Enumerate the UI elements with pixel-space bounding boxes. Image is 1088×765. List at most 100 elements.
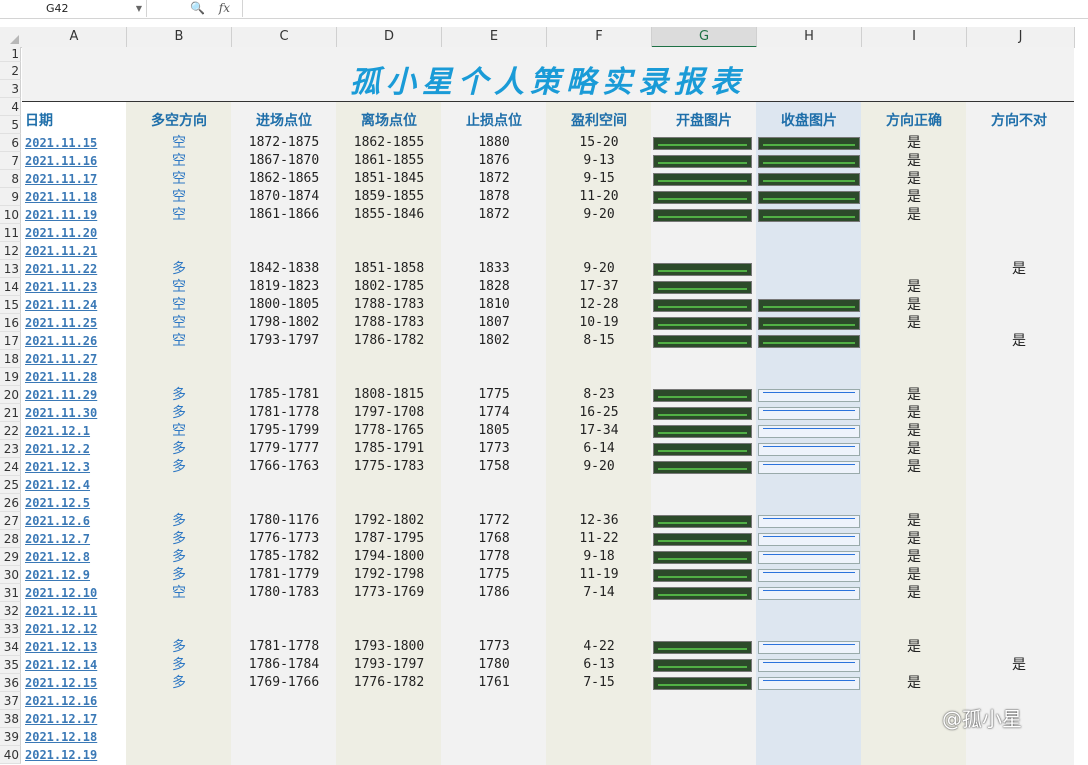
close-chart-image[interactable] (758, 569, 860, 582)
header-cell[interactable]: 止损点位 (466, 113, 522, 129)
date-cell[interactable]: 2021.11.17 (25, 172, 98, 186)
row-header-3[interactable]: 3 (0, 80, 21, 98)
open-chart-image[interactable] (653, 587, 752, 600)
function-icon[interactable]: fx (218, 1, 230, 15)
row-header-32[interactable]: 32 (0, 602, 21, 620)
open-chart-image[interactable] (653, 281, 752, 294)
column-header-f[interactable]: F (547, 27, 652, 48)
row-header-33[interactable]: 33 (0, 620, 21, 638)
open-chart-image[interactable] (653, 443, 752, 456)
open-chart-image[interactable] (653, 659, 752, 672)
column-header-i[interactable]: I (862, 27, 967, 48)
row-header-14[interactable]: 14 (0, 278, 21, 296)
date-cell[interactable]: 2021.12.1 (25, 424, 91, 438)
date-cell[interactable]: 2021.12.13 (25, 640, 98, 654)
date-cell[interactable]: 2021.12.15 (25, 676, 98, 690)
header-cell[interactable]: 收盘图片 (781, 113, 837, 129)
close-chart-image[interactable] (758, 317, 860, 330)
open-chart-image[interactable] (653, 515, 752, 528)
open-chart-image[interactable] (653, 425, 752, 438)
open-chart-image[interactable] (653, 191, 752, 204)
open-chart-image[interactable] (653, 461, 752, 474)
date-cell[interactable]: 2021.11.21 (25, 244, 98, 258)
column-header-h[interactable]: H (757, 27, 862, 48)
close-chart-image[interactable] (758, 443, 860, 456)
title-cell[interactable]: 孤小星个人策略实录报表 (22, 47, 1074, 102)
column-header-d[interactable]: D (337, 27, 442, 48)
row-header-35[interactable]: 35 (0, 656, 21, 674)
close-chart-image[interactable] (758, 191, 860, 204)
header-cell[interactable]: 多空方向 (151, 113, 207, 129)
row-header-6[interactable]: 6 (0, 134, 21, 152)
row-header-1[interactable]: 1 (0, 47, 21, 62)
close-chart-image[interactable] (758, 677, 860, 690)
column-header-j[interactable]: J (967, 27, 1075, 48)
date-cell[interactable]: 2021.11.28 (25, 370, 98, 384)
date-cell[interactable]: 2021.12.6 (25, 514, 91, 528)
date-cell[interactable]: 2021.11.30 (25, 406, 98, 420)
open-chart-image[interactable] (653, 407, 752, 420)
date-cell[interactable]: 2021.11.29 (25, 388, 98, 402)
worksheet-grid[interactable]: 孤小星个人策略实录报表 日期 多空方向 进场点位 离场点位 止损点位 盈利空间 开盘图片 收盘… (22, 47, 1088, 765)
date-cell[interactable]: 2021.12.11 (25, 604, 98, 618)
row-header-13[interactable]: 13 (0, 260, 21, 278)
row-header-2[interactable]: 2 (0, 62, 21, 80)
close-chart-image[interactable] (758, 209, 860, 222)
date-cell[interactable]: 2021.12.5 (25, 496, 91, 510)
zoom-icon[interactable]: 🔍 (190, 1, 205, 15)
row-header-30[interactable]: 30 (0, 566, 21, 584)
row-header-31[interactable]: 31 (0, 584, 21, 602)
open-chart-image[interactable] (653, 677, 752, 690)
row-header-34[interactable]: 34 (0, 638, 21, 656)
column-header-c[interactable]: C (232, 27, 337, 48)
header-cell[interactable]: 方向正确 (886, 113, 942, 129)
row-header-24[interactable]: 24 (0, 458, 21, 476)
row-header-39[interactable]: 39 (0, 728, 21, 746)
open-chart-image[interactable] (653, 335, 752, 348)
date-cell[interactable]: 2021.12.18 (25, 730, 98, 744)
open-chart-image[interactable] (653, 533, 752, 546)
header-cell[interactable]: 开盘图片 (676, 113, 732, 129)
row-header-40[interactable]: 40 (0, 746, 21, 764)
row-header-29[interactable]: 29 (0, 548, 21, 566)
open-chart-image[interactable] (653, 155, 752, 168)
date-cell[interactable]: 2021.11.20 (25, 226, 98, 240)
close-chart-image[interactable] (758, 407, 860, 420)
header-cell[interactable]: 进场点位 (256, 113, 312, 129)
close-chart-image[interactable] (758, 533, 860, 546)
header-cell[interactable]: 盈利空间 (571, 113, 627, 129)
date-cell[interactable]: 2021.12.4 (25, 478, 91, 492)
row-header-16[interactable]: 16 (0, 314, 21, 332)
select-all-corner[interactable] (0, 27, 23, 48)
row-header-12[interactable]: 12 (0, 242, 21, 260)
open-chart-image[interactable] (653, 209, 752, 222)
row-header-37[interactable]: 37 (0, 692, 21, 710)
date-cell[interactable]: 2021.12.7 (25, 532, 91, 546)
open-chart-image[interactable] (653, 569, 752, 582)
header-cell[interactable]: 方向不对 (991, 113, 1047, 129)
open-chart-image[interactable] (653, 263, 752, 276)
row-header-19[interactable]: 19 (0, 368, 21, 386)
close-chart-image[interactable] (758, 587, 860, 600)
close-chart-image[interactable] (758, 641, 860, 654)
close-chart-image[interactable] (758, 155, 860, 168)
date-cell[interactable]: 2021.11.19 (25, 208, 98, 222)
close-chart-image[interactable] (758, 425, 860, 438)
date-cell[interactable]: 2021.12.10 (25, 586, 98, 600)
open-chart-image[interactable] (653, 137, 752, 150)
date-cell[interactable]: 2021.12.8 (25, 550, 91, 564)
formula-input[interactable] (242, 0, 1088, 17)
date-cell[interactable]: 2021.11.18 (25, 190, 98, 204)
date-cell[interactable]: 2021.12.12 (25, 622, 98, 636)
row-header-18[interactable]: 18 (0, 350, 21, 368)
close-chart-image[interactable] (758, 461, 860, 474)
close-chart-image[interactable] (758, 389, 860, 402)
row-header-8[interactable]: 8 (0, 170, 21, 188)
row-header-25[interactable]: 25 (0, 476, 21, 494)
date-cell[interactable]: 2021.12.3 (25, 460, 91, 474)
open-chart-image[interactable] (653, 317, 752, 330)
row-header-9[interactable]: 9 (0, 188, 21, 206)
date-cell[interactable]: 2021.11.26 (25, 334, 98, 348)
column-header-e[interactable]: E (442, 27, 547, 48)
chevron-down-icon[interactable]: ▼ (135, 4, 142, 13)
